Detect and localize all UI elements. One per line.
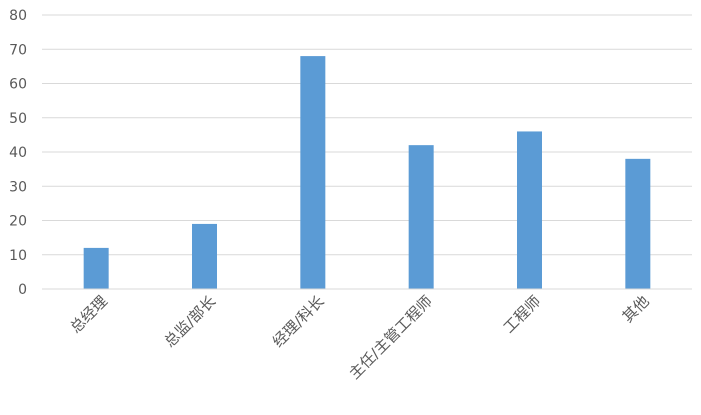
bar [517,131,542,289]
y-tick-label: 20 [9,214,27,230]
y-tick-label: 0 [18,282,27,298]
x-tick-label: 总经理 [66,292,111,337]
y-tick-label: 40 [9,145,27,161]
y-tick-label: 10 [9,248,27,264]
y-tick-label: 60 [9,77,27,93]
x-tick-label: 经理/科长 [269,292,328,351]
x-tick-label: 其他 [619,292,653,326]
bar [408,145,434,289]
y-tick-label: 50 [9,111,27,127]
bar [300,56,326,289]
x-tick-label: 工程师 [500,292,545,337]
y-tick-label: 30 [9,179,27,195]
y-tick-label: 70 [9,42,27,58]
bar [83,247,109,289]
y-tick-label: 80 [9,8,27,24]
bar [625,158,651,289]
x-tick-label: 主任/主管工程师 [345,292,436,383]
x-tick-label: 总监/部长 [161,292,220,351]
bar [192,223,217,289]
